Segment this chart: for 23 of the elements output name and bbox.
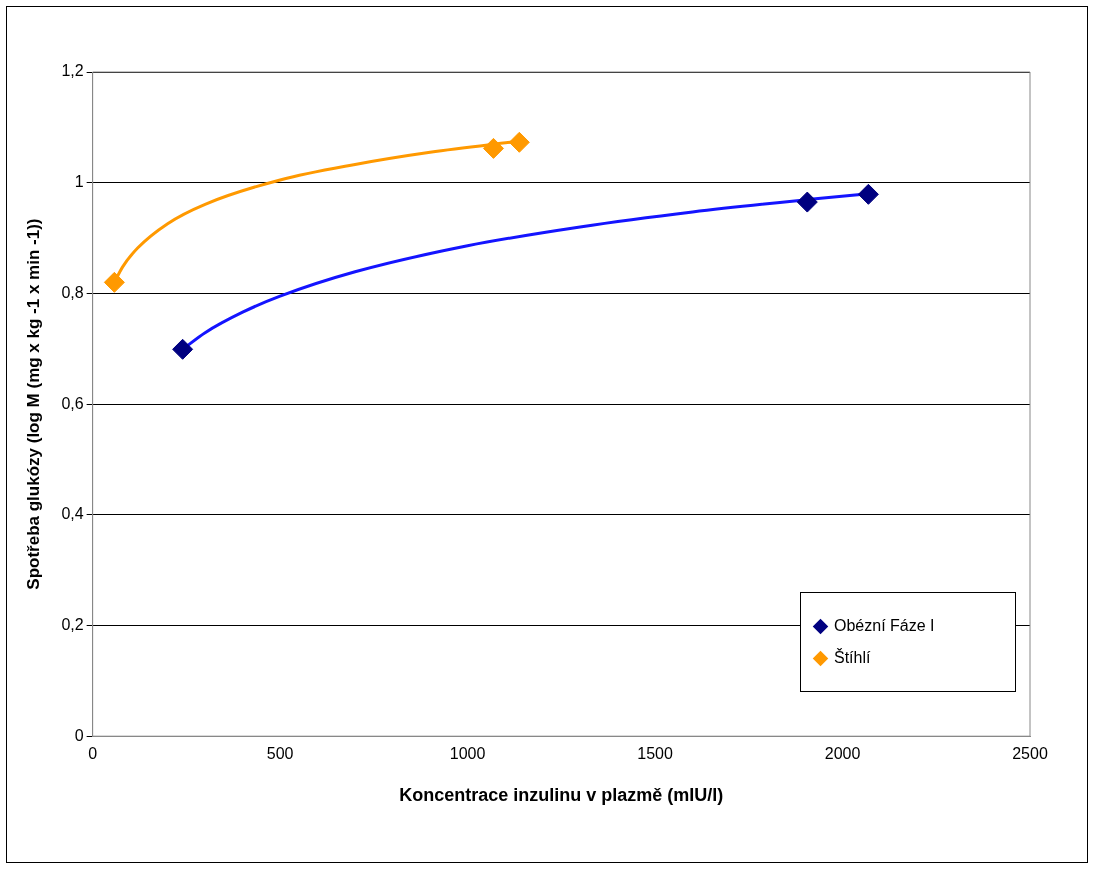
y-tick-label: 0,8: [61, 283, 84, 301]
legend-label: Obézní Fáze I: [834, 617, 935, 635]
point: [796, 191, 818, 213]
y-tick-label: 0: [74, 726, 84, 744]
x-axis-title: Koncentrace inzulinu v plazmě (mIU/l): [399, 785, 724, 806]
point: [103, 271, 125, 293]
y-tick-label: 0,6: [61, 394, 84, 412]
point: [857, 183, 879, 205]
x-tick-label: 1000: [449, 745, 486, 763]
y-tick-label: 0,2: [61, 615, 84, 633]
legend-label: Štíhlí: [834, 649, 871, 667]
y-axis-title: Spotřeba glukózy (log M (mg x kg -1 x min -1)): [23, 218, 43, 590]
x-tick-label: 500: [266, 745, 294, 763]
y-tick-label: 1,2: [61, 62, 84, 80]
y-tick-label: 0,4: [61, 505, 84, 523]
point: [508, 131, 530, 153]
x-tick-label: 0: [88, 745, 98, 763]
y-tick-label: 1: [74, 173, 84, 191]
x-tick-label: 2000: [824, 745, 861, 763]
point: [172, 338, 194, 360]
x-tick-label: 1500: [637, 745, 673, 763]
point: [482, 137, 504, 159]
x-tick-label: 2500: [1012, 745, 1048, 763]
